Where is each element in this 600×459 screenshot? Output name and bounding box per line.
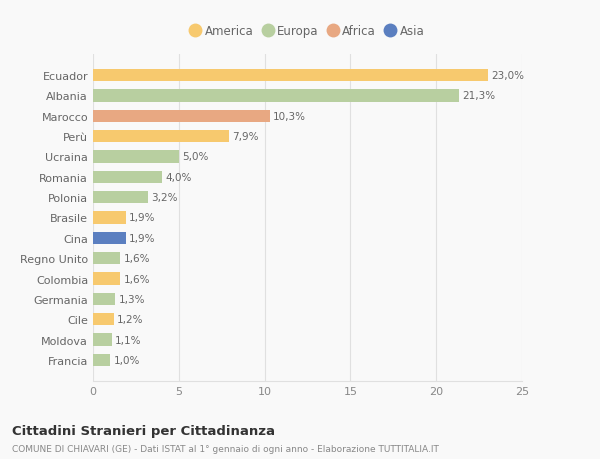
- Text: 7,9%: 7,9%: [232, 132, 259, 142]
- Text: 1,9%: 1,9%: [129, 233, 155, 243]
- Bar: [93, 354, 110, 366]
- Legend: America, Europa, Africa, Asia: America, Europa, Africa, Asia: [187, 22, 428, 42]
- Text: 23,0%: 23,0%: [491, 71, 524, 81]
- Bar: [93, 334, 112, 346]
- Text: 3,2%: 3,2%: [151, 193, 178, 203]
- Bar: [93, 90, 458, 102]
- Text: 1,3%: 1,3%: [119, 294, 145, 304]
- Bar: [93, 313, 113, 325]
- Bar: [93, 232, 125, 244]
- Bar: [93, 70, 488, 82]
- Bar: [93, 171, 161, 184]
- Text: 4,0%: 4,0%: [165, 173, 191, 182]
- Bar: [93, 212, 125, 224]
- Text: 1,6%: 1,6%: [124, 274, 151, 284]
- Text: 1,2%: 1,2%: [117, 314, 143, 325]
- Text: COMUNE DI CHIAVARI (GE) - Dati ISTAT al 1° gennaio di ogni anno - Elaborazione T: COMUNE DI CHIAVARI (GE) - Dati ISTAT al …: [12, 444, 439, 453]
- Text: 10,3%: 10,3%: [273, 112, 306, 122]
- Bar: [93, 192, 148, 204]
- Bar: [93, 131, 229, 143]
- Text: 1,6%: 1,6%: [124, 254, 151, 263]
- Text: 1,1%: 1,1%: [115, 335, 142, 345]
- Text: 1,9%: 1,9%: [129, 213, 155, 223]
- Bar: [93, 111, 270, 123]
- Text: Cittadini Stranieri per Cittadinanza: Cittadini Stranieri per Cittadinanza: [12, 424, 275, 437]
- Bar: [93, 273, 121, 285]
- Bar: [93, 252, 121, 265]
- Bar: [93, 293, 115, 305]
- Bar: [93, 151, 179, 163]
- Text: 5,0%: 5,0%: [182, 152, 209, 162]
- Text: 1,0%: 1,0%: [113, 355, 140, 365]
- Text: 21,3%: 21,3%: [462, 91, 495, 101]
